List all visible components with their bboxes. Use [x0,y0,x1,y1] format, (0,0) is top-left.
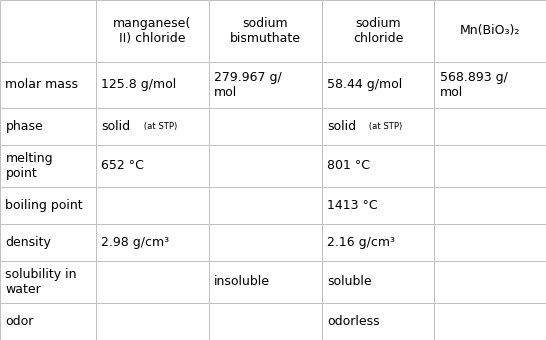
Text: 1413 °C: 1413 °C [327,199,378,212]
Text: 568.893 g/
mol: 568.893 g/ mol [440,71,508,99]
Text: sodium
chloride: sodium chloride [353,17,403,45]
Text: manganese(
II) chloride: manganese( II) chloride [113,17,192,45]
Text: molar mass: molar mass [5,79,79,91]
Text: 652 °C: 652 °C [102,159,144,172]
Text: odor: odor [5,315,34,328]
Text: sodium
bismuthate: sodium bismuthate [230,17,301,45]
Text: 58.44 g/mol: 58.44 g/mol [327,79,402,91]
Text: odorless: odorless [327,315,379,328]
Text: (at STP): (at STP) [140,122,177,131]
Text: density: density [5,236,51,249]
Text: 279.967 g/
mol: 279.967 g/ mol [214,71,282,99]
Text: melting
point: melting point [5,152,53,180]
Text: phase: phase [5,120,43,133]
Text: boiling point: boiling point [5,199,83,212]
Text: solubility in
water: solubility in water [5,268,77,296]
Text: solid: solid [327,120,356,133]
Text: 801 °C: 801 °C [327,159,370,172]
Text: insoluble: insoluble [214,275,270,288]
Text: soluble: soluble [327,275,372,288]
Text: 125.8 g/mol: 125.8 g/mol [102,79,176,91]
Text: 2.98 g/cm³: 2.98 g/cm³ [102,236,169,249]
Text: solid: solid [102,120,130,133]
Text: Mn(BiO₃)₂: Mn(BiO₃)₂ [460,24,520,37]
Text: 2.16 g/cm³: 2.16 g/cm³ [327,236,395,249]
Text: (at STP): (at STP) [366,122,402,131]
